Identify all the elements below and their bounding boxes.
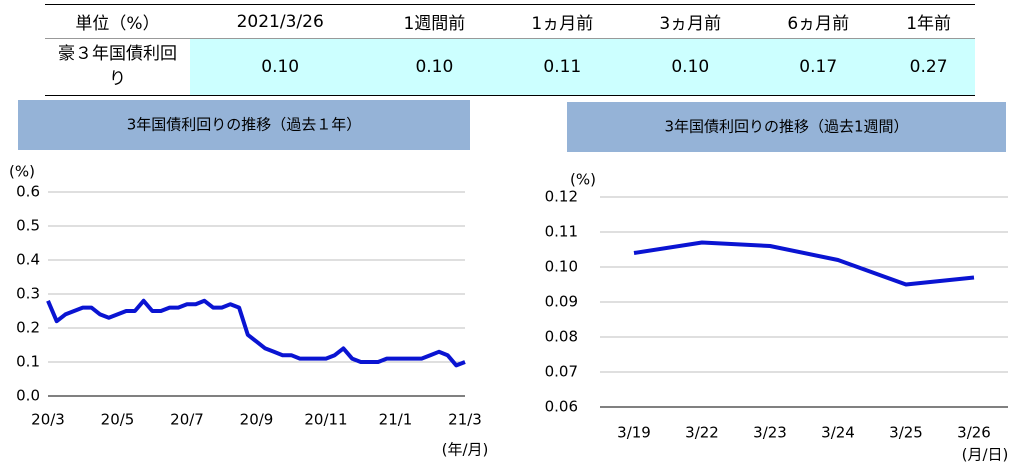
title-box <box>18 100 470 150</box>
y-tick-label: 0.10 <box>545 258 578 276</box>
y-axis-label: (%) <box>9 163 35 181</box>
header-cell: 1ヵ月前 <box>498 4 627 39</box>
x-tick-label: 20/5 <box>101 411 135 429</box>
header-cell: 3ヵ月前 <box>626 4 755 39</box>
y-tick-label: 0.3 <box>16 285 40 303</box>
yield-table: 単位（%） 2021/3/26 1週間前 1ヵ月前 3ヵ月前 6ヵ月前 1年前 … <box>45 4 975 96</box>
series-line <box>46 298 466 368</box>
cell: 0.11 <box>498 38 627 96</box>
y-tick-label: 0.6 <box>16 183 40 201</box>
x-tick-label: 21/3 <box>448 411 482 429</box>
y-tick-label: 0.11 <box>545 223 578 241</box>
y-tick-label: 0.4 <box>16 251 40 269</box>
y-tick-label: 0.09 <box>545 293 578 311</box>
y-tick-label: 0.1 <box>16 353 40 371</box>
y-tick-label: 0.07 <box>545 363 578 381</box>
cell: 0.17 <box>754 38 883 96</box>
data-row: 豪３年国債利回り 0.10 0.10 0.11 0.10 0.17 0.27 <box>45 38 975 96</box>
cell: 0.10 <box>626 38 755 96</box>
y-tick-label: 0.5 <box>16 217 40 235</box>
cell: 0.10 <box>190 38 371 96</box>
x-tick-label: 3/19 <box>617 424 651 442</box>
y-tick-label: 0.0 <box>16 387 40 405</box>
x-tick-label: 3/23 <box>753 424 787 442</box>
cell: 0.10 <box>370 38 499 96</box>
x-tick-label: 20/7 <box>170 411 204 429</box>
header-row: 単位（%） 2021/3/26 1週間前 1ヵ月前 3ヵ月前 6ヵ月前 1年前 <box>45 4 975 39</box>
row-label: 豪３年国債利回り <box>45 38 190 96</box>
x-tick-label: 3/22 <box>685 424 719 442</box>
cell: 0.27 <box>882 38 975 96</box>
title-box <box>567 102 1006 152</box>
x-tick-label: 21/1 <box>379 411 413 429</box>
y-tick-label: 0.08 <box>545 328 578 346</box>
x-tick-label: 3/25 <box>889 424 923 442</box>
y-axis-label: (%) <box>570 171 596 189</box>
x-tick-label: 3/26 <box>957 424 991 442</box>
x-tick-label: 3/24 <box>821 424 855 442</box>
y-tick-label: 0.06 <box>545 398 578 416</box>
x-axis-label: (年/月) <box>442 441 489 459</box>
header-cell: 単位（%） <box>45 4 190 39</box>
x-tick-label: 20/3 <box>31 411 65 429</box>
chart-title: 3年国債利回りの推移（過去１年） <box>127 116 362 134</box>
header-cell: 1週間前 <box>370 4 499 39</box>
header-cell: 2021/3/26 <box>190 4 371 39</box>
header-cell: 1年前 <box>882 4 975 39</box>
x-tick-label: 20/9 <box>240 411 274 429</box>
chart-title: 3年国債利回りの推移（過去1週間） <box>664 118 908 136</box>
y-tick-label: 0.2 <box>16 319 40 337</box>
y-tick-label: 0.12 <box>545 188 578 206</box>
series-line <box>633 240 975 287</box>
header-cell: 6ヵ月前 <box>754 4 883 39</box>
x-tick-label: 20/11 <box>304 411 347 429</box>
x-axis-label: (月/日) <box>962 446 1009 464</box>
